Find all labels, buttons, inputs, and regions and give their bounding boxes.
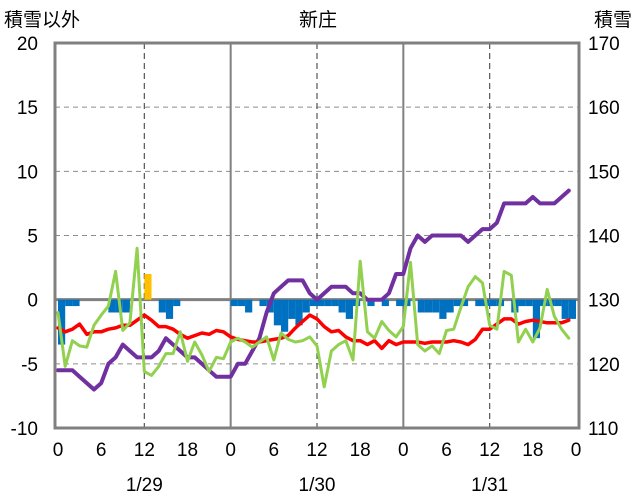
bar	[288, 299, 296, 319]
bar	[561, 299, 569, 319]
bar	[532, 299, 541, 339]
x-tick-label: 12	[479, 440, 500, 461]
x-tick-label: 6	[96, 440, 107, 461]
x-axis-ticks: 0 6 12 18 0 6 12 18 0 6 12 18 0	[53, 440, 582, 461]
x-tick-label: 0	[398, 440, 409, 461]
date-label: 1/31	[471, 475, 508, 496]
x-tick-label: 0	[225, 440, 236, 461]
series-line-green	[56, 246, 571, 389]
x-tick-label: 12	[306, 440, 327, 461]
left-tick-label: -10	[11, 419, 38, 440]
chart-title: 新庄	[299, 9, 337, 31]
bar	[439, 299, 447, 319]
bar	[367, 299, 375, 307]
x-tick-label: 6	[269, 440, 280, 461]
left-tick-label: 0	[27, 291, 38, 312]
bar	[568, 299, 576, 319]
right-tick-label: 120	[588, 355, 620, 376]
grid-layer	[55, 43, 579, 428]
bar	[317, 299, 325, 307]
series-line-snow-depth	[56, 188, 571, 392]
bar	[475, 299, 483, 307]
series-line-temperature	[56, 313, 571, 351]
bar	[58, 299, 66, 345]
bar	[144, 274, 152, 300]
bar	[432, 299, 440, 313]
right-tick-label: 170	[588, 34, 620, 55]
bar	[417, 299, 425, 313]
left-tick-label: 15	[17, 98, 38, 119]
bar	[518, 299, 526, 307]
bar	[309, 299, 317, 307]
bar	[331, 299, 339, 307]
date-labels: 1/29 1/30 1/31	[126, 475, 508, 496]
bar	[338, 299, 346, 313]
right-axis-ticks: 170 160 150 140 130 120 110	[588, 34, 620, 440]
bar	[446, 299, 454, 313]
bar	[324, 299, 332, 307]
bar	[72, 299, 80, 307]
x-tick-label: 18	[177, 440, 198, 461]
bar	[489, 299, 497, 307]
right-tick-label: 130	[588, 291, 620, 312]
bar	[281, 299, 289, 332]
bar	[108, 299, 116, 313]
left-axis-ticks: 20 15 10 5 0 -5 -10	[11, 34, 38, 440]
plot-frame	[53, 41, 581, 430]
bar	[525, 299, 533, 307]
bar	[259, 299, 267, 307]
bar	[345, 299, 353, 319]
bar	[122, 299, 130, 313]
bar	[245, 299, 253, 313]
right-tick-label: 110	[588, 419, 618, 440]
bar	[302, 299, 310, 313]
bar	[554, 299, 562, 307]
x-tick-label: 6	[441, 440, 452, 461]
x-tick-label: 18	[350, 440, 371, 461]
right-tick-label: 140	[588, 227, 620, 248]
x-tick-label: 18	[522, 440, 543, 461]
bar	[295, 299, 303, 326]
bar	[230, 299, 238, 307]
x-tick-label: 0	[53, 440, 64, 461]
left-tick-label: 5	[27, 227, 38, 248]
left-tick-label: 20	[17, 34, 38, 55]
left-tick-label: 10	[17, 162, 38, 183]
bar	[424, 299, 433, 313]
right-tick-label: 160	[588, 98, 620, 119]
right-axis-label: 積雪	[594, 9, 632, 31]
x-tick-label: 0	[571, 440, 582, 461]
bar	[460, 299, 469, 307]
bar	[273, 299, 282, 326]
bar	[158, 299, 166, 313]
date-label: 1/30	[299, 475, 336, 496]
bar	[381, 299, 389, 307]
date-label: 1/29	[126, 475, 163, 496]
bar	[453, 299, 461, 307]
bar	[65, 299, 73, 307]
lines-layer	[56, 188, 571, 392]
bar	[173, 299, 181, 307]
bar	[237, 299, 246, 307]
x-tick-label: 12	[134, 440, 155, 461]
right-tick-label: 150	[588, 162, 620, 183]
left-axis-label: 積雪以外	[4, 9, 80, 31]
left-tick-label: -5	[21, 355, 38, 376]
bar	[165, 299, 174, 319]
bar	[396, 299, 404, 307]
